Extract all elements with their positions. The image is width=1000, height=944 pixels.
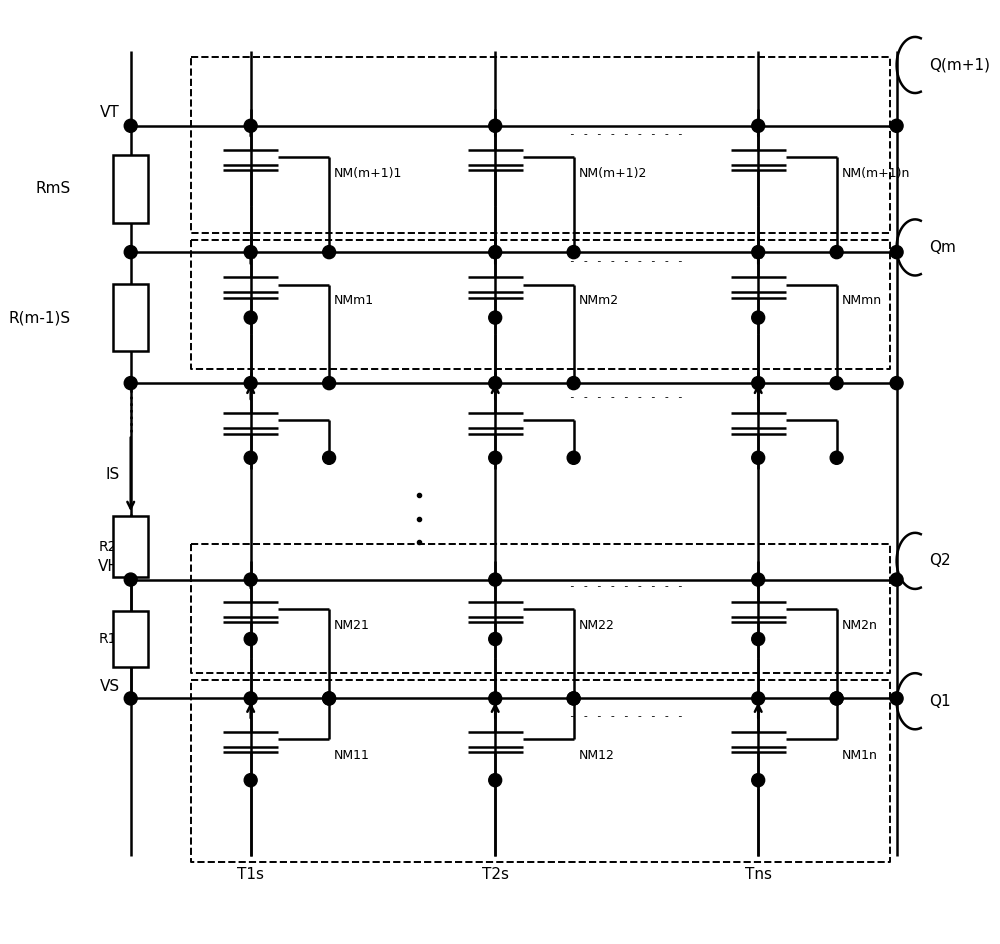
Text: IS: IS: [105, 467, 120, 481]
Circle shape: [489, 377, 502, 390]
Text: NM2n: NM2n: [841, 618, 877, 632]
Circle shape: [890, 377, 903, 390]
Circle shape: [244, 774, 257, 786]
Circle shape: [890, 692, 903, 705]
Circle shape: [890, 245, 903, 259]
Text: VH: VH: [98, 559, 120, 574]
Text: NM22: NM22: [578, 618, 614, 632]
Circle shape: [489, 312, 502, 324]
Text: Tns: Tns: [745, 867, 772, 882]
Bar: [113, 611, 148, 667]
Circle shape: [567, 245, 580, 259]
Text: Qm: Qm: [929, 240, 956, 255]
Circle shape: [567, 451, 580, 464]
Text: VT: VT: [100, 105, 120, 120]
Text: NMm2: NMm2: [578, 295, 618, 307]
Circle shape: [489, 692, 502, 705]
Bar: [113, 155, 148, 223]
Circle shape: [489, 632, 502, 646]
Circle shape: [752, 451, 765, 464]
Text: NMmn: NMmn: [841, 295, 881, 307]
Circle shape: [890, 573, 903, 586]
Circle shape: [124, 692, 137, 705]
Circle shape: [244, 573, 257, 586]
Circle shape: [830, 451, 843, 464]
Text: T1s: T1s: [237, 867, 264, 882]
Text: - - - - - - - - -: - - - - - - - - -: [569, 581, 684, 591]
Text: RmS: RmS: [35, 181, 71, 196]
Text: NM21: NM21: [334, 618, 370, 632]
Circle shape: [489, 774, 502, 786]
Circle shape: [124, 377, 137, 390]
Circle shape: [244, 451, 257, 464]
Circle shape: [752, 377, 765, 390]
Text: - - - - - - - - -: - - - - - - - - -: [569, 392, 684, 402]
Circle shape: [830, 377, 843, 390]
Text: - - - - - - - - -: - - - - - - - - -: [569, 129, 684, 139]
Circle shape: [124, 573, 137, 586]
Circle shape: [752, 692, 765, 705]
Text: VS: VS: [100, 679, 120, 694]
Text: NM1n: NM1n: [841, 749, 877, 762]
Text: R2S: R2S: [99, 540, 126, 554]
Bar: [113, 284, 148, 351]
Circle shape: [489, 245, 502, 259]
Circle shape: [752, 119, 765, 132]
Text: NM(m+1)2: NM(m+1)2: [578, 167, 647, 179]
Circle shape: [323, 692, 336, 705]
Text: NM12: NM12: [578, 749, 614, 762]
Circle shape: [489, 451, 502, 464]
Circle shape: [244, 692, 257, 705]
Circle shape: [752, 245, 765, 259]
Circle shape: [567, 692, 580, 705]
Text: NM(m+1)n: NM(m+1)n: [841, 167, 910, 179]
Circle shape: [323, 377, 336, 390]
Text: Q2: Q2: [929, 553, 951, 568]
Text: - - - - - - - - -: - - - - - - - - -: [569, 257, 684, 266]
Circle shape: [752, 573, 765, 586]
Circle shape: [567, 377, 580, 390]
Circle shape: [124, 119, 137, 132]
Circle shape: [489, 573, 502, 586]
Circle shape: [244, 377, 257, 390]
Circle shape: [890, 119, 903, 132]
Circle shape: [244, 245, 257, 259]
Text: NM(m+1)1: NM(m+1)1: [334, 167, 402, 179]
Circle shape: [752, 774, 765, 786]
Circle shape: [323, 692, 336, 705]
Text: Q(m+1): Q(m+1): [929, 58, 990, 73]
Text: T2s: T2s: [482, 867, 509, 882]
Text: R(m-1)S: R(m-1)S: [9, 311, 71, 325]
Circle shape: [244, 119, 257, 132]
Circle shape: [323, 245, 336, 259]
Circle shape: [830, 692, 843, 705]
Circle shape: [752, 312, 765, 324]
Circle shape: [244, 312, 257, 324]
Circle shape: [830, 692, 843, 705]
Circle shape: [830, 245, 843, 259]
Text: - - - - - - - - -: - - - - - - - - -: [569, 711, 684, 721]
Text: NM11: NM11: [334, 749, 370, 762]
Circle shape: [124, 245, 137, 259]
Bar: [113, 516, 148, 578]
Text: NMm1: NMm1: [334, 295, 374, 307]
Circle shape: [323, 451, 336, 464]
Text: R1S: R1S: [99, 632, 126, 646]
Circle shape: [752, 632, 765, 646]
Circle shape: [489, 119, 502, 132]
Circle shape: [567, 692, 580, 705]
Text: Q1: Q1: [929, 694, 951, 709]
Circle shape: [244, 632, 257, 646]
